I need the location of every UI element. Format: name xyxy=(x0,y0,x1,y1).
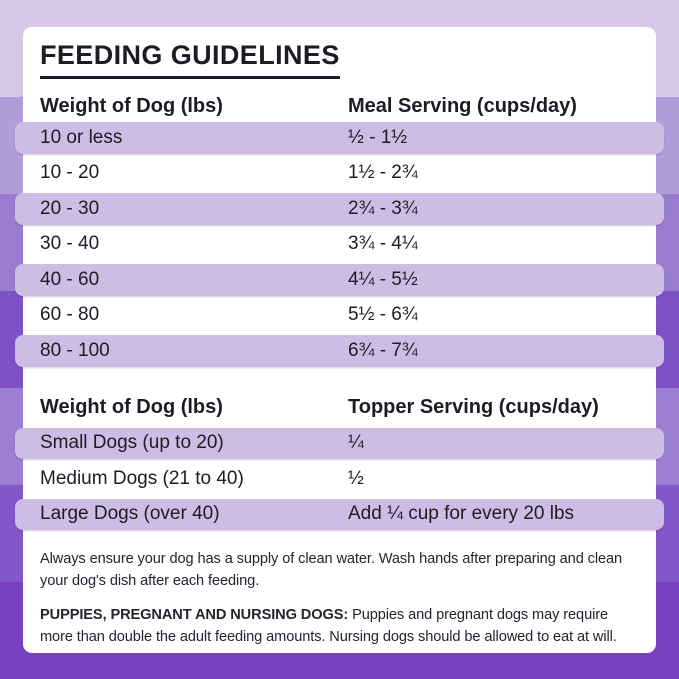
topper-table: Weight of Dog (lbs) Topper Serving (cups… xyxy=(15,396,664,533)
table-row: Large Dogs (over 40) Add ¼ cup for every… xyxy=(15,497,664,533)
cell-serving: ½ - 1½ xyxy=(348,126,408,148)
cell-weight: Medium Dogs (21 to 40) xyxy=(40,467,244,489)
cell-weight: Small Dogs (up to 20) xyxy=(40,432,224,454)
note-puppies-label: PUPPIES, PREGNANT AND NURSING DOGS: xyxy=(40,606,349,623)
column-header-meal-serving: Meal Serving (cups/day) xyxy=(348,94,577,117)
note-puppies-text: Puppies and pregnant dogs may require mo… xyxy=(40,606,617,645)
column-header-topper-serving: Topper Serving (cups/day) xyxy=(348,396,599,419)
note-water: Always ensure your dog has a supply of c… xyxy=(40,551,623,589)
table-row: 30 - 40 3¾ - 4¼ xyxy=(40,227,639,263)
cell-serving: 2¾ - 3¾ xyxy=(348,197,418,219)
note-puppies: PUPPIES, PREGNANT AND NURSING DOGS: Pupp… xyxy=(40,605,637,649)
cell-weight: 20 - 30 xyxy=(40,197,100,219)
cell-weight: 60 - 80 xyxy=(40,304,100,326)
table-row: 10 - 20 1½ - 2¾ xyxy=(40,156,639,192)
cell-serving: 3¾ - 4¼ xyxy=(348,233,418,255)
page-title: FEEDING GUIDELINES xyxy=(40,40,340,80)
table-row: Small Dogs (up to 20) ¼ xyxy=(15,426,664,462)
footnotes: Always ensure your dog has a supply of c… xyxy=(40,549,639,649)
cell-weight: Large Dogs (over 40) xyxy=(40,503,220,525)
cell-weight: 10 - 20 xyxy=(40,162,100,184)
table-row: 10 or less ½ - 1½ xyxy=(15,120,664,156)
cell-serving: Add ¼ cup for every 20 lbs xyxy=(348,503,575,525)
table-row: 40 - 60 4¼ - 5½ xyxy=(15,262,664,298)
table-row: 80 - 100 6¾ - 7¾ xyxy=(15,333,664,369)
column-header-weight: Weight of Dog (lbs) xyxy=(40,396,223,419)
cell-serving: 1½ - 2¾ xyxy=(348,162,418,184)
cell-serving: ½ xyxy=(348,467,364,489)
cell-weight: 80 - 100 xyxy=(40,339,110,361)
cell-serving: 5½ - 6¾ xyxy=(348,304,418,326)
topper-table-header: Weight of Dog (lbs) Topper Serving (cups… xyxy=(40,396,639,420)
cell-serving: 6¾ - 7¾ xyxy=(348,339,418,361)
cell-weight: 40 - 60 xyxy=(40,268,100,290)
cell-weight: 30 - 40 xyxy=(40,233,100,255)
meal-table: Weight of Dog (lbs) Meal Serving (cups/d… xyxy=(15,94,664,369)
cell-weight: 10 or less xyxy=(40,126,123,148)
feeding-card: FEEDING GUIDELINES Weight of Dog (lbs) M… xyxy=(15,27,664,653)
table-row: Medium Dogs (21 to 40) ½ xyxy=(40,461,639,497)
cell-serving: 4¼ - 5½ xyxy=(348,268,418,290)
meal-table-header: Weight of Dog (lbs) Meal Serving (cups/d… xyxy=(40,94,639,118)
table-row: 20 - 30 2¾ - 3¾ xyxy=(15,191,664,227)
cell-serving: ¼ xyxy=(348,432,364,454)
table-row: 60 - 80 5½ - 6¾ xyxy=(40,298,639,334)
column-header-weight: Weight of Dog (lbs) xyxy=(40,94,223,117)
